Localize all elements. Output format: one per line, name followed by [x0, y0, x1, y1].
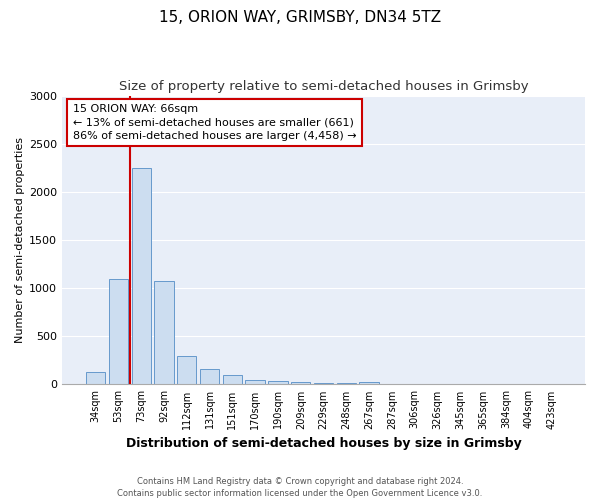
Bar	[86, 372, 105, 384]
Bar	[291, 382, 310, 384]
Bar	[177, 356, 196, 384]
Bar	[154, 281, 173, 384]
Text: Contains HM Land Registry data © Crown copyright and database right 2024.
Contai: Contains HM Land Registry data © Crown c…	[118, 476, 482, 498]
X-axis label: Distribution of semi-detached houses by size in Grimsby: Distribution of semi-detached houses by …	[126, 437, 521, 450]
Bar	[245, 380, 265, 384]
Y-axis label: Number of semi-detached properties: Number of semi-detached properties	[15, 137, 25, 343]
Title: Size of property relative to semi-detached houses in Grimsby: Size of property relative to semi-detach…	[119, 80, 529, 93]
Bar	[268, 380, 287, 384]
Bar	[223, 376, 242, 384]
Bar	[109, 278, 128, 384]
Text: 15 ORION WAY: 66sqm
← 13% of semi-detached houses are smaller (661)
86% of semi-: 15 ORION WAY: 66sqm ← 13% of semi-detach…	[73, 104, 356, 141]
Bar	[200, 369, 219, 384]
Text: 15, ORION WAY, GRIMSBY, DN34 5TZ: 15, ORION WAY, GRIMSBY, DN34 5TZ	[159, 10, 441, 25]
Bar	[314, 382, 333, 384]
Bar	[359, 382, 379, 384]
Bar	[131, 168, 151, 384]
